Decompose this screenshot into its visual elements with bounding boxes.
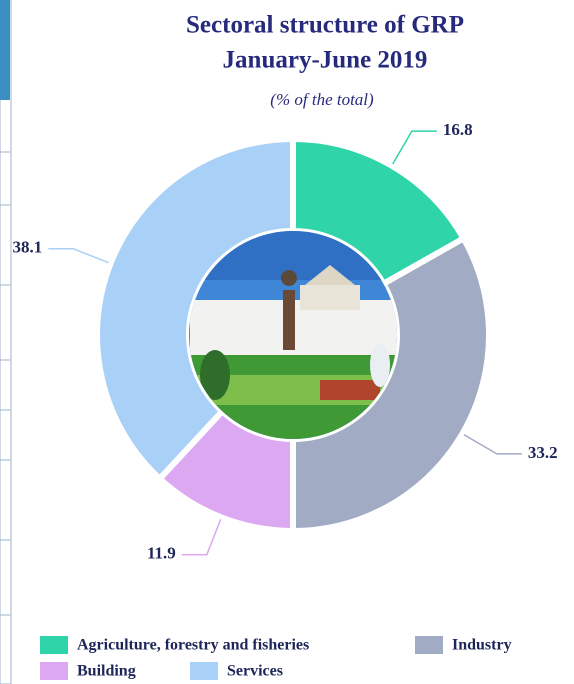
legend-swatch <box>40 662 68 680</box>
leader-line <box>182 519 221 554</box>
data-label: 38.1 <box>13 238 43 257</box>
data-label: 11.9 <box>147 544 176 563</box>
left-strip <box>0 0 11 684</box>
legend-label: Agriculture, forestry and fisheries <box>77 637 309 654</box>
legend-swatch <box>190 662 218 680</box>
leader-line <box>464 435 522 454</box>
chart: Sectoral structure of GRP January-June 2… <box>0 0 574 684</box>
unit-note: (% of the total) <box>270 90 374 109</box>
legend-label: Services <box>227 663 283 680</box>
legend-label: Building <box>77 663 136 680</box>
legend-swatch <box>40 636 68 654</box>
legend-label: Industry <box>452 637 512 654</box>
data-label: 33.2 <box>528 443 558 462</box>
leader-line <box>393 131 437 164</box>
chart-title: Sectoral structure of GRP <box>186 12 464 39</box>
chart-subtitle: January-June 2019 <box>223 47 428 74</box>
data-label: 16.8 <box>443 120 473 139</box>
leader-line <box>48 249 108 263</box>
legend-swatch <box>415 636 443 654</box>
